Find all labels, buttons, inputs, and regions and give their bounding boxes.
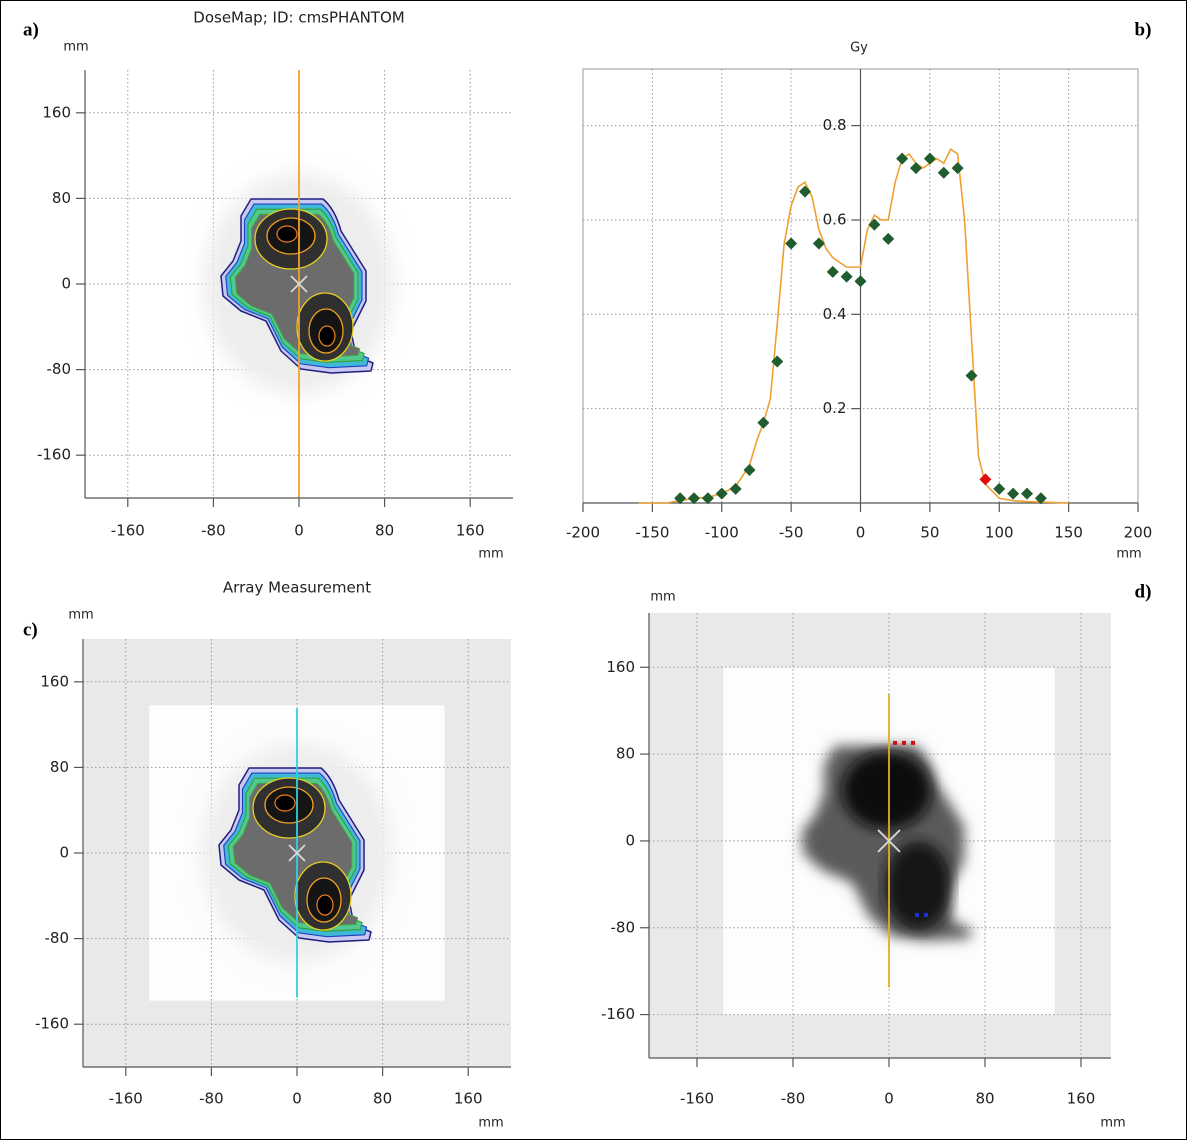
y-tick-label: 160 — [42, 103, 71, 121]
figure-canvas: a) DoseMap; ID: cmsPHANTOM mm mm b) Gy m… — [1, 1, 1186, 1139]
x-tick-label: 200 — [1124, 524, 1153, 542]
figure: a) DoseMap; ID: cmsPHANTOM mm mm b) Gy m… — [0, 0, 1187, 1140]
failed-point — [911, 741, 915, 745]
y-axis-unit: mm — [68, 608, 93, 623]
measurement-point — [716, 488, 728, 500]
panel: -160 -80 0 80 160 -160 -80 0 80 160 — [35, 639, 511, 1108]
measurement-point — [841, 271, 853, 283]
measurement-point — [952, 162, 964, 174]
measurement-point — [910, 162, 922, 174]
panel: -200 -150 -100 -50 0 50 100 150 200 0.2 0.4 0.6 0.8 — [566, 69, 1152, 542]
y-tick-label: -80 — [47, 360, 72, 378]
measurement-point — [979, 473, 991, 485]
y-tick-label: 160 — [40, 672, 69, 690]
panel-label: b) — [1135, 19, 1152, 40]
y-tick-label: 0.8 — [823, 116, 847, 134]
y-tick-label: 160 — [606, 658, 635, 676]
measurement-point — [744, 464, 756, 476]
x-tick-label: -160 — [109, 1090, 143, 1108]
y-tick-label: 0 — [625, 831, 635, 849]
measurement-point — [868, 219, 880, 231]
panel: -160 -80 0 80 160 -160 -80 0 80 160 — [37, 70, 513, 540]
x-tick-label: 160 — [454, 1090, 483, 1108]
x-tick-label: -200 — [566, 524, 600, 542]
x-tick-label: 0 — [856, 524, 866, 542]
x-tick-label: 80 — [375, 522, 394, 540]
y-tick-label: 0.2 — [823, 399, 847, 417]
y-tick-label: -160 — [601, 1005, 635, 1023]
y-tick-label: 0 — [61, 275, 71, 293]
measurement-point — [730, 483, 742, 495]
measurement-point — [785, 238, 797, 250]
panel-title: DoseMap; ID: cmsPHANTOM — [193, 9, 404, 27]
y-tick-label: -160 — [35, 1015, 69, 1033]
y-axis-unit: mm — [650, 590, 675, 605]
panel: -160 -80 0 80 160 -160 -80 0 80 160 — [601, 613, 1111, 1108]
x-tick-label: -80 — [201, 522, 226, 540]
measurement-point — [827, 266, 839, 278]
measurement-point — [799, 186, 811, 198]
dose-profile-line — [639, 149, 1069, 503]
failed-point — [924, 913, 928, 917]
y-tick-label: 80 — [52, 189, 71, 207]
x-axis-unit: mm — [478, 1116, 503, 1131]
y-axis-unit: mm — [63, 40, 88, 55]
measurement-point — [966, 370, 978, 382]
panel-title: Array Measurement — [223, 579, 371, 597]
measurement-point — [1021, 488, 1033, 500]
x-tick-label: 0 — [292, 1090, 302, 1108]
x-tick-label: 50 — [920, 524, 939, 542]
y-tick-label: -80 — [45, 929, 70, 947]
x-axis-unit: mm — [1100, 1116, 1125, 1131]
x-axis-unit: mm — [478, 547, 503, 562]
x-tick-label: 160 — [456, 522, 485, 540]
measurement-point — [896, 153, 908, 165]
failed-point — [893, 741, 897, 745]
measurement-point — [757, 417, 769, 429]
y-tick-label: 80 — [50, 758, 69, 776]
y-tick-label: 0 — [59, 844, 69, 862]
x-tick-label: -80 — [781, 1090, 806, 1108]
x-tick-label: 80 — [975, 1090, 994, 1108]
panel-label: d) — [1135, 581, 1152, 602]
measurement-point — [924, 153, 936, 165]
y-tick-label: -80 — [611, 918, 636, 936]
failed-point — [902, 741, 906, 745]
x-tick-label: 80 — [373, 1090, 392, 1108]
y-tick-label: 0.4 — [823, 305, 847, 323]
failed-point — [915, 913, 919, 917]
measurement-point — [938, 167, 950, 179]
x-tick-label: -50 — [779, 524, 804, 542]
x-tick-label: -80 — [199, 1090, 224, 1108]
y-axis-unit: Gy — [850, 41, 868, 56]
y-tick-label: 0.6 — [823, 210, 847, 228]
x-tick-label: -160 — [111, 522, 145, 540]
x-tick-label: 160 — [1067, 1090, 1096, 1108]
x-tick-label: 0 — [884, 1090, 894, 1108]
x-tick-label: -150 — [635, 524, 669, 542]
measurement-point — [855, 275, 867, 287]
panel-label: c) — [23, 619, 38, 640]
y-tick-label: -160 — [37, 446, 71, 464]
x-tick-label: 150 — [1054, 524, 1083, 542]
x-axis-unit: mm — [1116, 547, 1141, 562]
measurement-point — [882, 233, 894, 245]
y-tick-label: 80 — [616, 745, 635, 763]
x-tick-label: 100 — [985, 524, 1014, 542]
panel-label: a) — [23, 19, 39, 40]
measurement-point — [1007, 488, 1019, 500]
x-tick-label: 0 — [294, 522, 304, 540]
x-tick-label: -100 — [705, 524, 739, 542]
x-tick-label: -160 — [680, 1090, 714, 1108]
